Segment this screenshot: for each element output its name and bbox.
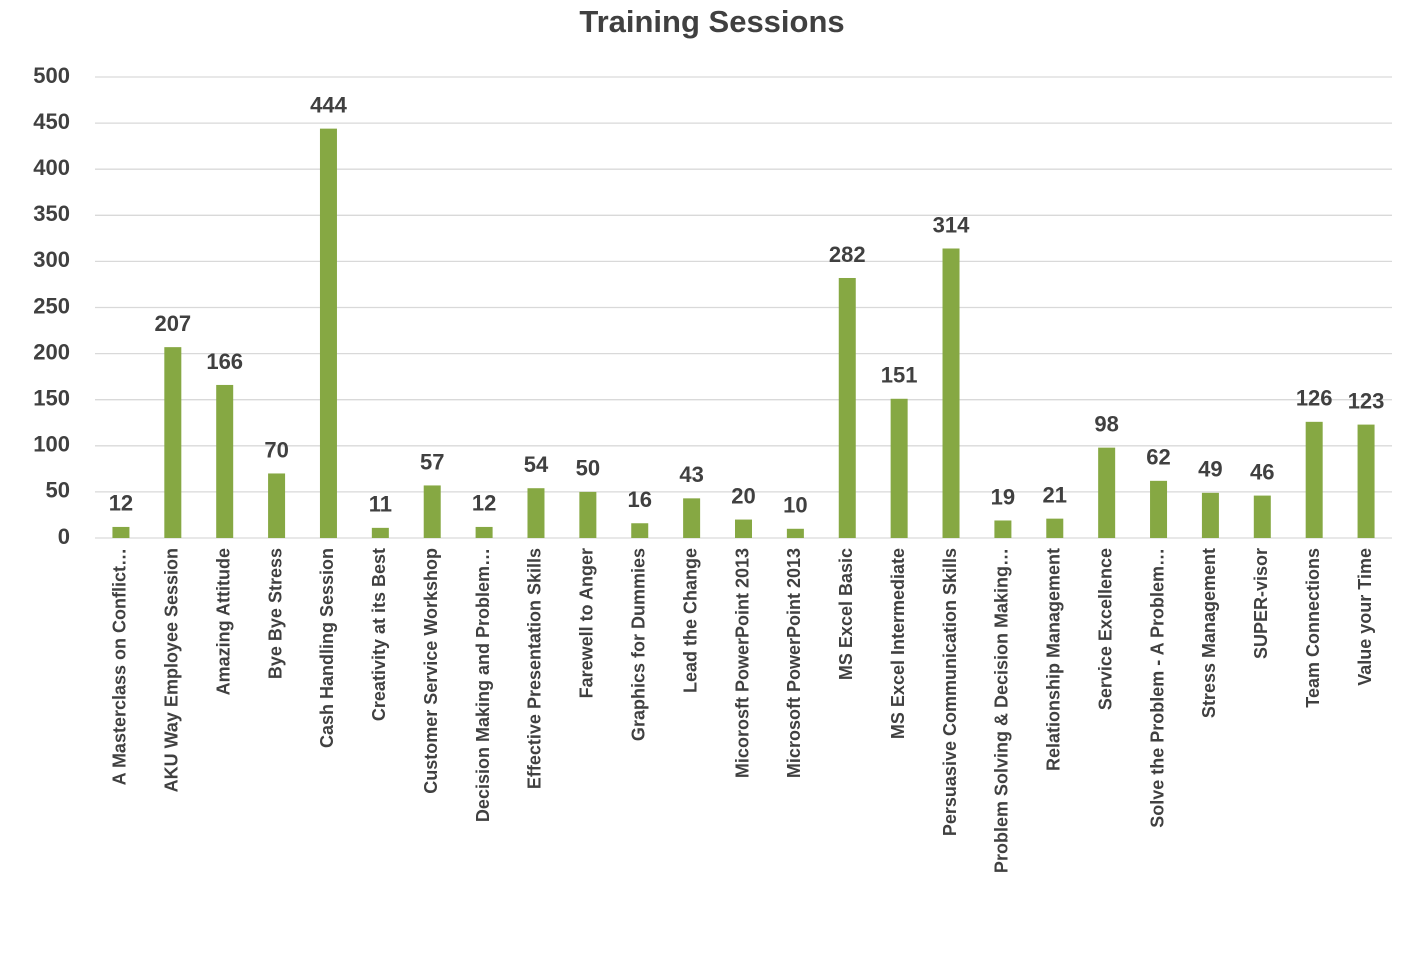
bar bbox=[838, 277, 856, 538]
data-label: 62 bbox=[1146, 445, 1170, 470]
chart-title: Training Sessions bbox=[579, 4, 844, 39]
bar bbox=[371, 527, 389, 538]
x-tick-label: Micorosft PowerPoint 2013 bbox=[732, 548, 752, 778]
x-tick-label: Decision Making and Problem… bbox=[473, 548, 493, 822]
x-tick-label: SUPER-visor bbox=[1251, 548, 1271, 659]
data-label: 11 bbox=[369, 492, 392, 517]
data-label: 20 bbox=[731, 483, 755, 508]
y-tick-label: 500 bbox=[33, 63, 70, 88]
bar bbox=[1201, 492, 1219, 538]
bar bbox=[1046, 518, 1064, 538]
data-label: 12 bbox=[472, 491, 496, 516]
data-label: 50 bbox=[576, 456, 600, 481]
x-tick-label: A Masterclass on Conflict… bbox=[110, 548, 130, 785]
bar bbox=[112, 526, 130, 538]
x-tick-label: Relationship Management bbox=[1044, 548, 1064, 771]
y-tick-label: 400 bbox=[33, 155, 70, 180]
bar bbox=[268, 473, 286, 538]
data-label: 126 bbox=[1296, 386, 1333, 411]
bar bbox=[683, 498, 701, 538]
y-tick-label: 100 bbox=[33, 432, 70, 457]
bar bbox=[735, 519, 752, 538]
x-tick-label: Microsoft PowerPoint 2013 bbox=[784, 548, 804, 778]
data-label: 10 bbox=[783, 493, 807, 518]
data-label: 12 bbox=[109, 491, 133, 516]
x-tick-label: Amazing Attitude bbox=[213, 548, 233, 695]
bar bbox=[423, 485, 441, 538]
bar bbox=[164, 347, 182, 538]
bar bbox=[527, 488, 545, 538]
y-tick-label: 200 bbox=[33, 339, 70, 364]
x-tick-label: AKU Way Employee Session bbox=[162, 548, 182, 792]
y-tick-label: 300 bbox=[33, 247, 70, 272]
y-tick-label: 150 bbox=[33, 386, 70, 411]
y-tick-label: 350 bbox=[33, 201, 70, 226]
x-tick-label: Farewell to Anger bbox=[577, 548, 597, 698]
x-tick-label: Customer Service Workshop bbox=[421, 548, 441, 794]
data-label: 46 bbox=[1250, 459, 1274, 484]
x-tick-label: Cash Handling Session bbox=[317, 548, 337, 748]
x-tick-label: Team Connections bbox=[1303, 548, 1323, 708]
bar bbox=[1357, 424, 1375, 538]
data-label: 151 bbox=[881, 363, 918, 388]
bar bbox=[890, 398, 908, 538]
y-tick-label: 50 bbox=[46, 478, 70, 503]
bar bbox=[631, 523, 649, 538]
x-tick-label: MS Excel Intermediate bbox=[888, 548, 908, 739]
bar bbox=[319, 128, 337, 538]
bar bbox=[942, 248, 960, 538]
x-tick-label: Graphics for Dummies bbox=[628, 548, 648, 741]
data-label: 21 bbox=[1043, 482, 1067, 507]
x-tick-label: Solve the Problem - A Problem… bbox=[1147, 548, 1167, 828]
bar bbox=[1098, 447, 1116, 538]
bar bbox=[1253, 495, 1271, 538]
x-tick-label: Lead the Change bbox=[680, 548, 700, 693]
data-label: 49 bbox=[1198, 457, 1222, 482]
data-label: 43 bbox=[679, 462, 703, 487]
data-label: 166 bbox=[206, 349, 243, 374]
bar bbox=[1150, 480, 1168, 538]
x-tick-label: Effective Presentation Skills bbox=[525, 548, 545, 789]
bar bbox=[216, 384, 234, 538]
y-tick-label: 0 bbox=[58, 524, 70, 549]
x-tick-label: Problem Solving & Decision Making… bbox=[992, 548, 1012, 873]
x-tick-label: Stress Management bbox=[1199, 548, 1219, 718]
data-label: 19 bbox=[991, 484, 1015, 509]
data-label: 98 bbox=[1094, 411, 1118, 436]
data-label: 282 bbox=[829, 242, 866, 267]
data-label: 16 bbox=[627, 487, 651, 512]
data-label: 444 bbox=[310, 92, 347, 117]
bar bbox=[786, 528, 804, 538]
data-label: 57 bbox=[420, 449, 444, 474]
y-tick-label: 250 bbox=[33, 293, 70, 318]
data-label: 314 bbox=[933, 212, 970, 237]
bar bbox=[994, 520, 1012, 538]
bar bbox=[475, 526, 493, 538]
x-tick-label: Service Excellence bbox=[1095, 548, 1115, 710]
x-tick-label: Creativity at its Best bbox=[369, 548, 389, 721]
bar bbox=[579, 491, 597, 538]
bar bbox=[1305, 421, 1323, 538]
y-tick-label: 450 bbox=[33, 109, 70, 134]
data-label: 123 bbox=[1348, 388, 1385, 413]
x-tick-label: Bye Bye Stress bbox=[265, 548, 285, 679]
data-label: 70 bbox=[264, 437, 288, 462]
data-label: 207 bbox=[154, 311, 191, 336]
x-tick-label: Persuasive Communication Skills bbox=[940, 548, 960, 836]
x-tick-label: MS Excel Basic bbox=[836, 548, 856, 680]
data-label: 54 bbox=[524, 452, 549, 477]
x-tick-label: Value your Time bbox=[1355, 548, 1375, 686]
